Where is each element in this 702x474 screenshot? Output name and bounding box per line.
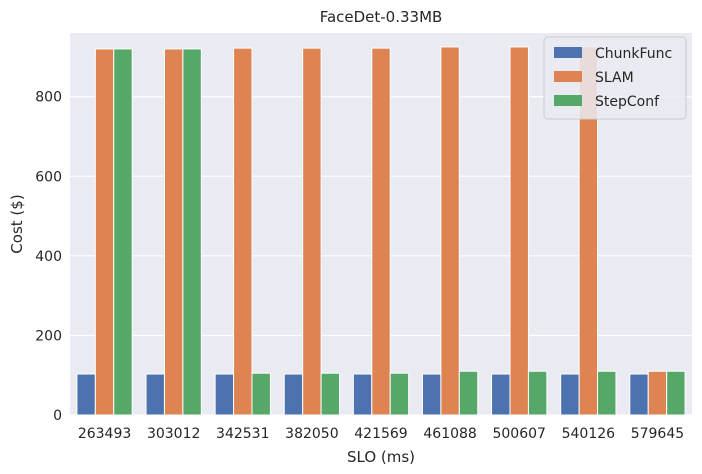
bar: [597, 370, 617, 416]
bar: [352, 373, 373, 416]
bar: [283, 373, 304, 416]
bar: [182, 48, 202, 416]
bar: [233, 47, 253, 416]
legend-label: ChunkFunc: [595, 46, 672, 62]
legend-swatch: [554, 95, 582, 106]
x-tick-label: 342531: [216, 426, 269, 442]
bar: [509, 46, 529, 416]
bar: [629, 373, 649, 416]
bar: [560, 373, 580, 416]
x-tick-label: 540126: [562, 426, 616, 442]
x-tick-label: 579645: [631, 426, 684, 442]
x-tick-label: 500607: [492, 426, 545, 442]
x-tick-label: 461088: [423, 426, 476, 442]
y-tick-label: 800: [35, 90, 62, 106]
legend: ChunkFunc SLAM StepConf: [543, 36, 687, 120]
bar: [94, 48, 115, 416]
x-tick-label: 382050: [285, 426, 338, 442]
bar: [371, 47, 391, 416]
bar: [76, 373, 96, 416]
x-axis-title: SLO (ms): [347, 448, 415, 466]
y-tick-label: 400: [35, 249, 62, 265]
bar: [491, 373, 511, 416]
bar: [666, 370, 686, 416]
bar: [440, 46, 460, 416]
bar: [163, 48, 184, 416]
bar: [302, 47, 322, 416]
bar: [421, 373, 442, 416]
y-tick-label: 200: [35, 328, 62, 344]
y-tick-label: 0: [53, 408, 62, 424]
y-tick-label: 600: [35, 169, 62, 185]
bar: [320, 372, 341, 416]
x-tick-label: 421569: [354, 426, 407, 442]
chart-title: FaceDet-0.33MB: [320, 8, 443, 26]
bar: [527, 370, 548, 416]
bar: [458, 370, 479, 416]
legend-label: SLAM: [595, 70, 634, 86]
bar: [214, 373, 235, 416]
bar: [145, 373, 165, 416]
x-tick-label: 263493: [78, 426, 131, 442]
x-tick-labels: 263493 303012 342531 382050 421569 461088 5006…: [78, 426, 684, 442]
bar: [647, 370, 668, 416]
bar: [113, 48, 133, 416]
legend-label: StepConf: [595, 94, 660, 110]
y-tick-labels: 0 200 400 600 800: [35, 90, 62, 424]
legend-swatch: [554, 71, 582, 82]
bars: [76, 46, 686, 416]
legend-swatch: [554, 47, 582, 58]
bar: [389, 372, 410, 416]
bar: [251, 372, 271, 416]
x-tick-label: 303012: [147, 426, 200, 442]
y-axis-title: Cost ($): [8, 194, 26, 253]
